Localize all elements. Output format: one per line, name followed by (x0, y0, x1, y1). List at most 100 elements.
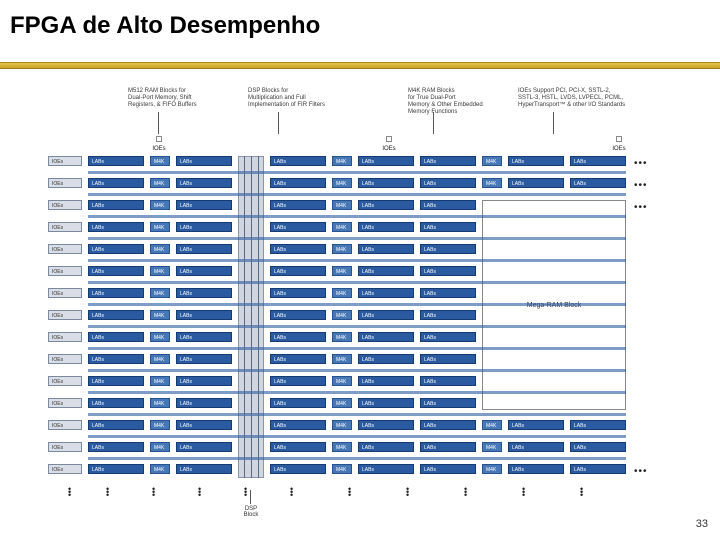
lab-block: LABs (88, 266, 144, 276)
lab-block: LABs (270, 464, 326, 474)
m4k-block: M4K (150, 200, 170, 210)
ioe-block: IOEs (48, 442, 82, 452)
m4k-block: M4K (332, 332, 352, 342)
io-pad-icon (386, 136, 392, 142)
interconnect-row (88, 303, 626, 306)
ioe-block: IOEs (48, 310, 82, 320)
lab-block: LABs (570, 178, 626, 188)
annotation-2: M4K RAM Blocksfor True Dual-PortMemory &… (408, 88, 483, 116)
lab-block: LABs (88, 178, 144, 188)
lab-block: LABs (270, 332, 326, 342)
lab-block: LABs (358, 442, 414, 452)
interconnect-row (88, 325, 626, 328)
lab-block: LABs (88, 420, 144, 430)
ioe-block: IOEs (48, 332, 82, 342)
lab-block: LABs (270, 200, 326, 210)
lab-block: LABs (270, 442, 326, 452)
lab-block: LABs (420, 376, 476, 386)
m4k-block: M4K (332, 420, 352, 430)
slide-title: FPGA de Alto Desempenho (10, 12, 320, 40)
lab-block: LABs (358, 200, 414, 210)
m4k-block: M4K (150, 332, 170, 342)
lab-block: LABs (88, 222, 144, 232)
m4k-block: M4K (332, 222, 352, 232)
leader-line (158, 112, 159, 134)
lab-block: LABs (358, 332, 414, 342)
lab-block: LABs (420, 354, 476, 364)
lab-block: LABs (420, 178, 476, 188)
lab-block: LABs (88, 288, 144, 298)
ioe-block: IOEs (48, 178, 82, 188)
m4k-block: M4K (332, 288, 352, 298)
m4k-block: M4K (482, 178, 502, 188)
ioe-block: IOEs (48, 464, 82, 474)
lab-block: LABs (420, 332, 476, 342)
m4k-block: M4K (482, 464, 502, 474)
lab-block: LABs (88, 310, 144, 320)
m4k-block: M4K (150, 244, 170, 254)
lab-block: LABs (420, 464, 476, 474)
leader-line (278, 112, 279, 134)
ellipsis-dots-icon: ••• (348, 488, 351, 497)
io-pad-icon (616, 136, 622, 142)
lab-block: LABs (420, 156, 476, 166)
ioe-block: IOEs (48, 244, 82, 254)
interconnect-row (88, 347, 626, 350)
lab-block: LABs (176, 398, 232, 408)
lab-block: LABs (176, 156, 232, 166)
lab-block: LABs (176, 244, 232, 254)
lab-block: LABs (270, 398, 326, 408)
lab-block: LABs (88, 398, 144, 408)
interconnect-row (88, 281, 626, 284)
ioe-block: IOEs (48, 156, 82, 166)
m4k-block: M4K (332, 156, 352, 166)
lab-block: LABs (88, 332, 144, 342)
ellipsis-dots-icon: ••• (290, 488, 293, 497)
fpga-architecture-diagram: M512 RAM Blocks forDual-Port Memory, Shi… (48, 88, 672, 508)
lab-block: LABs (358, 244, 414, 254)
interconnect-row (88, 171, 626, 174)
lab-block: LABs (358, 266, 414, 276)
m4k-block: M4K (150, 178, 170, 188)
ioe-block: IOEs (48, 354, 82, 364)
ellipsis-dots-icon: ••• (152, 488, 155, 497)
interconnect-row (88, 193, 626, 196)
interconnect-row (88, 215, 626, 218)
leader-line (433, 112, 434, 134)
m4k-block: M4K (150, 156, 170, 166)
m4k-block: M4K (332, 244, 352, 254)
lab-block: LABs (508, 442, 564, 452)
leader-line (553, 112, 554, 134)
lab-block: LABs (508, 178, 564, 188)
dsp-internal-wire (244, 156, 245, 478)
ioe-block: IOEs (48, 200, 82, 210)
lab-block: LABs (88, 156, 144, 166)
m4k-block: M4K (332, 398, 352, 408)
ioe-block: IOEs (48, 420, 82, 430)
column-head-ioe: IOEs (148, 146, 170, 152)
ioe-block: IOEs (48, 266, 82, 276)
ellipsis-dots-icon: ••• (580, 488, 583, 497)
lab-block: LABs (570, 464, 626, 474)
interconnect-row (88, 413, 626, 416)
lab-block: LABs (508, 464, 564, 474)
lab-block: LABs (358, 464, 414, 474)
lab-block: LABs (420, 442, 476, 452)
lab-block: LABs (420, 222, 476, 232)
lab-block: LABs (176, 464, 232, 474)
dsp-footer-label: DSPBlock (236, 506, 266, 518)
ellipsis-dots-icon: ••• (522, 488, 525, 497)
lab-block: LABs (270, 354, 326, 364)
lab-block: LABs (420, 310, 476, 320)
lab-block: LABs (358, 354, 414, 364)
m4k-block: M4K (332, 178, 352, 188)
lab-block: LABs (270, 420, 326, 430)
lab-block: LABs (176, 178, 232, 188)
lab-block: LABs (88, 244, 144, 254)
ioe-block: IOEs (48, 376, 82, 386)
ellipsis-dots-icon: ••• (634, 202, 648, 213)
m4k-block: M4K (150, 464, 170, 474)
column-head-ioe: IOEs (608, 146, 630, 152)
ellipsis-dots-icon: ••• (634, 466, 648, 477)
m4k-block: M4K (332, 442, 352, 452)
